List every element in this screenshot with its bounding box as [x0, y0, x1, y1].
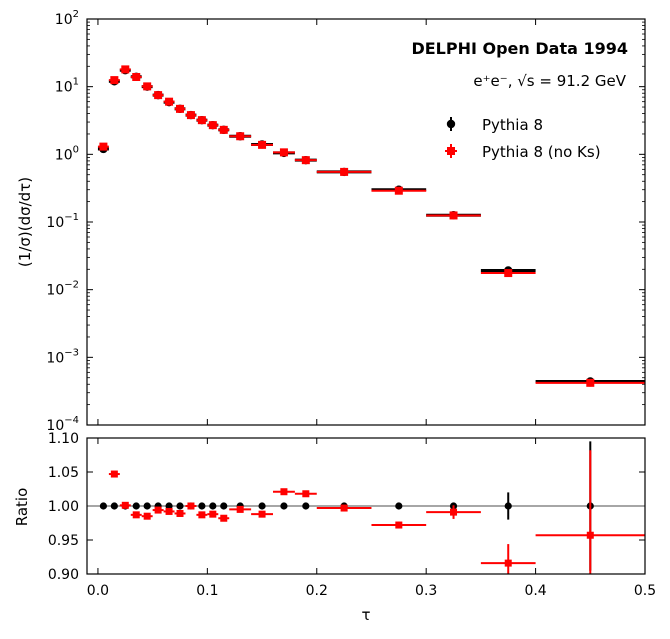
ratio-point [504, 502, 512, 510]
ratio-point [143, 502, 151, 510]
ratio-point [165, 502, 173, 510]
x-tick-label: 0.4 [524, 583, 546, 599]
ratio-point [110, 502, 118, 510]
y-tick-label: 102 [55, 9, 79, 28]
data-point [176, 104, 184, 113]
data-point [165, 97, 174, 106]
data-point [301, 156, 310, 165]
x-tick-label: 0.0 [87, 583, 109, 599]
legend-item-pythia8: Pythia 8 [446, 116, 543, 134]
ratio-x-ticks: 0.0 0.1 0.2 0.3 0.4 0.5 [87, 438, 656, 599]
main-series [97, 65, 645, 387]
ratio-point [340, 504, 348, 512]
data-point [236, 132, 245, 141]
data-point [132, 72, 141, 81]
ratio-point [280, 502, 288, 510]
x-tick-label: 0.1 [196, 583, 218, 599]
data-point [208, 121, 217, 130]
data-point [186, 111, 195, 120]
ratio-point [176, 502, 184, 510]
legend-label: Pythia 8 [482, 116, 543, 134]
x-tick-label: 0.2 [306, 583, 328, 599]
y-tick-label: 10−3 [46, 347, 79, 366]
ratio-point [132, 502, 140, 510]
ratio-series-pythia8-noks [108, 450, 645, 574]
ratio-point [220, 514, 228, 522]
ratio-y-tick-label: 1.05 [48, 465, 79, 481]
legend-marker-circle [446, 119, 456, 129]
data-point [449, 211, 458, 220]
ratio-point [165, 507, 173, 515]
y-tick-label: 100 [55, 144, 79, 163]
legend-label: Pythia 8 (no Ks) [482, 143, 601, 161]
ratio-point [450, 508, 458, 516]
ratio-y-tick-label: 0.95 [48, 533, 79, 549]
data-point [121, 65, 130, 74]
ratio-y-axis-label: Ratio [13, 488, 31, 527]
ratio-point [187, 502, 195, 510]
ratio-point [198, 511, 206, 519]
x-tick-label: 0.3 [415, 583, 437, 599]
ratio-series [87, 441, 645, 574]
ratio-y-ticks: 0.90 0.95 1.00 1.05 1.10 [48, 431, 645, 583]
main-frame [86, 18, 646, 426]
ratio-point [198, 502, 206, 510]
ratio-point [258, 510, 266, 518]
ratio-point [236, 505, 244, 513]
ratio-point [110, 470, 118, 478]
data-point [340, 167, 349, 176]
data-point [258, 140, 267, 149]
data-point [219, 125, 228, 134]
ratio-point [302, 490, 310, 498]
data-point [99, 142, 108, 151]
ratio-point [586, 531, 594, 539]
y-tick-label: 10−1 [46, 212, 79, 231]
main-panel: 10−4 10−3 10−2 10−1 100 101 102 DELPHI Open Da… [16, 9, 646, 434]
data-point [110, 76, 119, 85]
y-tick-label: 10−4 [46, 415, 79, 434]
ratio-point [209, 502, 217, 510]
ratio-point [121, 501, 129, 509]
data-point [504, 269, 513, 278]
ratio-y-tick-label: 1.00 [48, 499, 79, 515]
ratio-point [504, 559, 512, 567]
ratio-panel: 0.900.951.001.051.10 0.0 0.1 0.2 0.3 0.4 0.5 … [13, 431, 656, 624]
series-pythia8-noks [97, 65, 645, 387]
y-axis-label: (1/σ)(dσ/dτ) [16, 177, 34, 267]
data-point [154, 91, 163, 100]
legend: Pythia 8 Pythia 8 (no Ks) [445, 116, 601, 161]
ratio-point [154, 506, 162, 514]
ratio-point [143, 512, 151, 520]
data-point [279, 148, 288, 157]
ratio-point [395, 502, 403, 510]
ratio-y-tick-label: 0.90 [48, 567, 79, 583]
data-point [197, 116, 206, 125]
ratio-point [132, 511, 140, 519]
legend-marker-square [447, 147, 455, 155]
ratio-point [220, 502, 228, 510]
x-axis-label: τ [361, 606, 370, 624]
ratio-frame [86, 437, 646, 575]
series-pythia8 [97, 66, 645, 386]
data-point [394, 186, 403, 195]
ratio-y-tick-label: 1.10 [48, 431, 79, 447]
ratio-point [99, 502, 108, 510]
ratio-point [280, 488, 288, 496]
ratio-point [209, 510, 217, 518]
ratio-point [302, 502, 310, 510]
chart-title: DELPHI Open Data 1994 [411, 39, 628, 58]
ratio-point [176, 509, 184, 517]
ratio-point [258, 502, 266, 510]
x-tick-label: 0.5 [634, 583, 656, 599]
chart-subtitle: e⁺e⁻, √s = 91.2 GeV [473, 72, 626, 90]
ratio-point [395, 521, 403, 529]
y-tick-label: 10−2 [46, 280, 79, 299]
y-tick-label: 101 [55, 77, 79, 96]
data-point [586, 378, 595, 387]
data-point [143, 82, 152, 91]
legend-item-pythia8-noks: Pythia 8 (no Ks) [445, 143, 601, 161]
